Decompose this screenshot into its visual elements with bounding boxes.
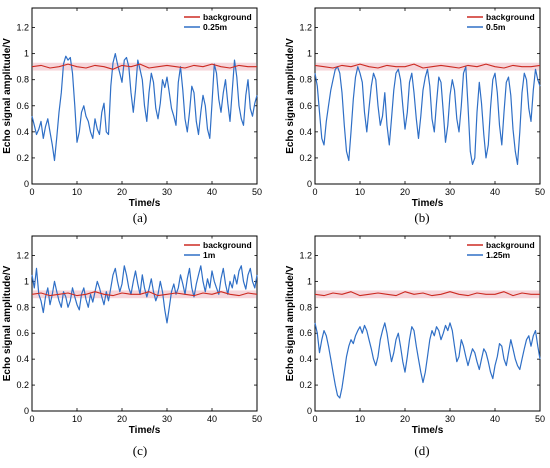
x-tick-label: 30	[162, 414, 172, 424]
x-tick-label: 10	[355, 414, 365, 424]
x-tick-label: 50	[252, 414, 262, 424]
x-tick-label: 10	[355, 187, 365, 197]
y-tick-label: 0.6	[16, 101, 29, 111]
x-tick-label: 30	[162, 187, 172, 197]
y-tick-label: 1	[24, 276, 29, 286]
x-tick-label: 50	[535, 414, 545, 424]
y-tick-label: 0	[24, 179, 29, 189]
y-tick-label: 0.4	[299, 354, 312, 364]
x-tick-label: 20	[117, 414, 127, 424]
series-line-background	[314, 63, 541, 69]
y-tick-label: 1	[307, 49, 312, 59]
x-tick-label: 0	[312, 187, 317, 197]
y-tick-label: 0.4	[16, 354, 29, 364]
y-tick-label: 0.2	[16, 380, 29, 390]
y-tick-label: 0.8	[16, 302, 29, 312]
y-tick-label: 0.6	[299, 101, 312, 111]
y-tick-label: 0	[307, 406, 312, 416]
y-tick-label: 1.2	[299, 250, 312, 260]
series-line-target	[31, 265, 258, 324]
y-tick-label: 0	[24, 406, 29, 416]
y-tick-label: 0.8	[16, 75, 29, 85]
chart-panel-3: 0 0.2 0.4 0.6 0.8 1 1.2 0 10 20 30 40 50 Time/s Echo s…	[2, 235, 262, 458]
y-axis-label: Echo signal amplitude/V	[285, 38, 296, 154]
panel-caption: (b)	[414, 210, 429, 225]
x-tick-label: 0	[312, 414, 317, 424]
x-tick-label: 50	[252, 187, 262, 197]
y-tick-label: 1	[24, 49, 29, 59]
x-tick-label: 40	[207, 187, 217, 197]
x-axis-label: Time/s	[129, 425, 161, 436]
x-axis-label: Time/s	[129, 198, 161, 209]
x-tick-label: 40	[207, 414, 217, 424]
panel-caption: (d)	[414, 443, 429, 458]
plot-frame	[31, 235, 258, 412]
x-tick-label: 10	[72, 414, 82, 424]
y-axis-label: Echo signal amplitude/V	[2, 38, 13, 154]
chart-panel-1: 0 0.2 0.4 0.6 0.8 1 1.2 0 10 20 30 40 50 Time/s Echo s…	[2, 7, 262, 225]
y-tick-label: 0.8	[299, 75, 312, 85]
legend-entry: 0.25m	[203, 22, 228, 32]
plot-frame	[314, 235, 541, 412]
y-axis-label: Echo signal amplitude/V	[2, 265, 13, 381]
x-tick-label: 0	[29, 414, 34, 424]
x-tick-label: 10	[72, 187, 82, 197]
legend-entry: 1m	[203, 250, 216, 260]
y-tick-label: 0.8	[299, 302, 312, 312]
chart-panel-2: 0 0.2 0.4 0.6 0.8 1 1.2 0 10 20 30 40 50 Time/s Echo s…	[285, 7, 545, 225]
legend-entry: background	[486, 240, 535, 250]
legend-entry: 0.5m	[486, 22, 506, 32]
panel-caption: (c)	[133, 443, 147, 458]
x-tick-label: 20	[400, 187, 410, 197]
y-tick-label: 1.2	[299, 23, 312, 33]
x-tick-label: 40	[490, 187, 500, 197]
y-tick-label: 0.2	[299, 153, 312, 163]
background-band	[33, 62, 256, 71]
y-tick-label: 0.6	[299, 328, 312, 338]
x-tick-label: 0	[29, 187, 34, 197]
y-tick-label: 0.2	[299, 380, 312, 390]
chart-panel-4: 0 0.2 0.4 0.6 0.8 1 1.2 0 10 20 30 40 50 Time/s Echo s…	[285, 235, 545, 458]
x-tick-label: 30	[445, 187, 455, 197]
y-tick-label: 0	[307, 179, 312, 189]
y-tick-label: 1	[307, 276, 312, 286]
x-axis-label: Time/s	[412, 198, 444, 209]
series-line-target	[314, 66, 541, 165]
y-tick-label: 0.4	[299, 127, 312, 137]
background-band	[316, 62, 539, 71]
plot-frame	[314, 7, 541, 185]
legend-entry: background	[486, 12, 535, 22]
x-tick-label: 30	[445, 414, 455, 424]
x-tick-label: 50	[535, 187, 545, 197]
x-tick-label: 40	[490, 414, 500, 424]
panel-caption: (a)	[133, 210, 147, 225]
x-tick-label: 20	[400, 414, 410, 424]
series-line-target	[314, 322, 541, 399]
y-tick-label: 0.2	[16, 153, 29, 163]
legend-entry: background	[203, 240, 252, 250]
y-tick-label: 0.4	[16, 127, 29, 137]
legend-entry: background	[203, 12, 252, 22]
y-tick-label: 1.2	[16, 23, 29, 33]
series-line-background	[314, 291, 540, 297]
x-tick-label: 20	[117, 187, 127, 197]
y-tick-label: 0.6	[16, 328, 29, 338]
series-line-background	[31, 291, 258, 297]
series-line-background	[31, 63, 257, 70]
y-axis-label: Echo signal amplitude/V	[285, 265, 296, 381]
background-band	[33, 290, 256, 299]
x-axis-label: Time/s	[412, 425, 444, 436]
legend-entry: 1.25m	[486, 250, 511, 260]
y-tick-label: 1.2	[16, 250, 29, 260]
series-line-target	[31, 53, 258, 162]
